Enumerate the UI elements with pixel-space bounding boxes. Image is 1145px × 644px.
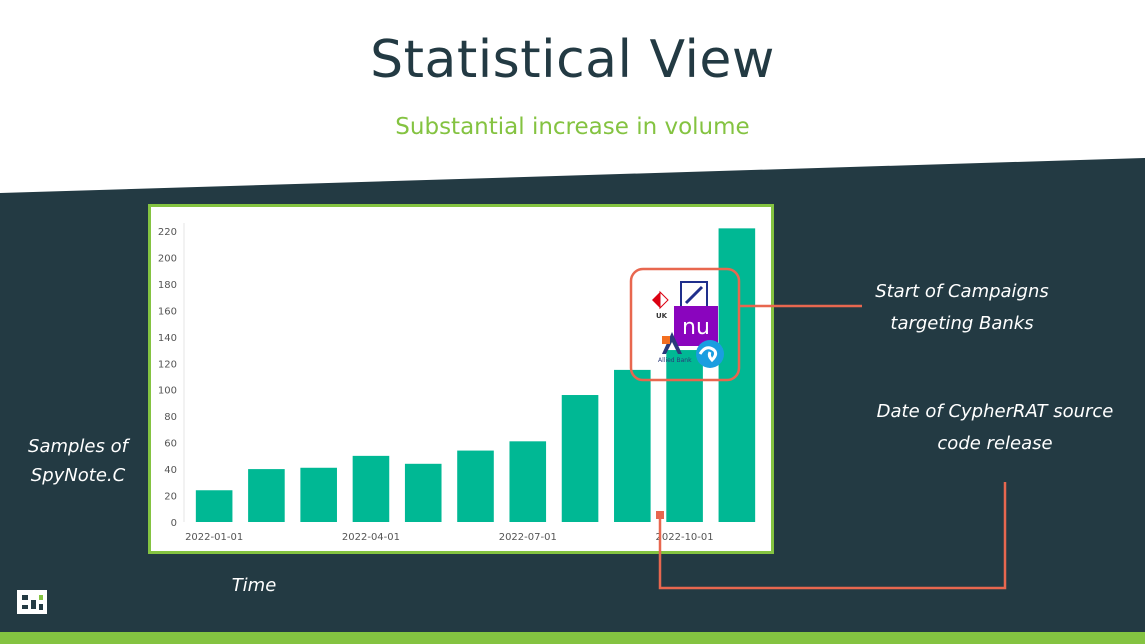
x-axis-label: Time <box>231 575 277 596</box>
wave-bank-logo-icon <box>696 340 724 368</box>
cypher-annotation-line1: Date of CypherRAT source <box>876 401 1114 422</box>
bar-2022-04 <box>352 455 390 522</box>
bar-2022-05 <box>404 463 442 522</box>
bar-chart: 0 20 40 60 80 100 120 140 160 180 200 220 2022-01-01… <box>158 223 756 543</box>
y-axis-label-line1: Samples of <box>28 436 128 457</box>
hsbc-logo-icon: UK <box>652 290 669 320</box>
nubank-logo-icon: nu <box>674 306 718 346</box>
y-tick-label: 180 <box>158 280 177 291</box>
y-tick-label: 120 <box>158 359 177 370</box>
page-title: Statistical View <box>370 30 775 90</box>
y-tick-label: 20 <box>164 492 177 503</box>
campaign-annotation-line2: targeting Banks <box>890 313 1034 334</box>
bank-logos-graphic: UK nu Allied Bank <box>652 281 724 368</box>
y-tick-label: 220 <box>158 227 177 238</box>
y-tick-label: 140 <box>158 333 177 344</box>
nubank-label: nu <box>682 315 710 340</box>
y-tick-label: 200 <box>158 253 177 264</box>
y-axis-label-line2: SpyNote.C <box>30 465 126 486</box>
x-tick-label: 2022-01-01 <box>185 532 243 543</box>
campaign-annotation: Start of Campaigns targeting Banks <box>862 276 1062 340</box>
bar-2022-03 <box>300 467 337 522</box>
bar-2022-09 <box>614 369 651 522</box>
x-tick-label: 2022-04-01 <box>342 532 400 543</box>
bar-2022-07 <box>509 441 547 522</box>
bar-2022-02 <box>248 469 285 522</box>
y-tick-label: 160 <box>158 306 177 317</box>
y-tick-label: 40 <box>164 465 177 476</box>
deutsche-bank-logo-icon <box>680 281 708 309</box>
y-axis-label: Samples of SpyNote.C <box>18 432 138 490</box>
cypher-annotation: Date of CypherRAT source code release <box>860 396 1130 460</box>
allied-bank-label: Allied Bank <box>658 357 692 364</box>
x-tick-label: 2022-10-01 <box>656 532 714 543</box>
bar-2022-06 <box>457 450 494 522</box>
cypher-annotation-line2: code release <box>937 433 1053 454</box>
x-tick-label: 2022-07-01 <box>499 532 557 543</box>
page-subtitle: Substantial increase in volume <box>395 114 750 140</box>
bottom-green-stripe <box>0 632 1145 644</box>
bar-2022-01 <box>195 490 233 522</box>
y-tick-label: 80 <box>164 412 177 423</box>
brand-logo-icon <box>17 590 47 614</box>
hsbc-uk-label: UK <box>656 312 668 320</box>
bank-logos: UK nu Allied Bank <box>648 280 738 380</box>
y-tick-label: 0 <box>171 518 177 529</box>
campaign-annotation-line1: Start of Campaigns <box>875 281 1049 302</box>
y-tick-label: 60 <box>164 439 177 450</box>
bar-2022-08 <box>561 395 599 522</box>
y-tick-label: 100 <box>158 386 177 397</box>
